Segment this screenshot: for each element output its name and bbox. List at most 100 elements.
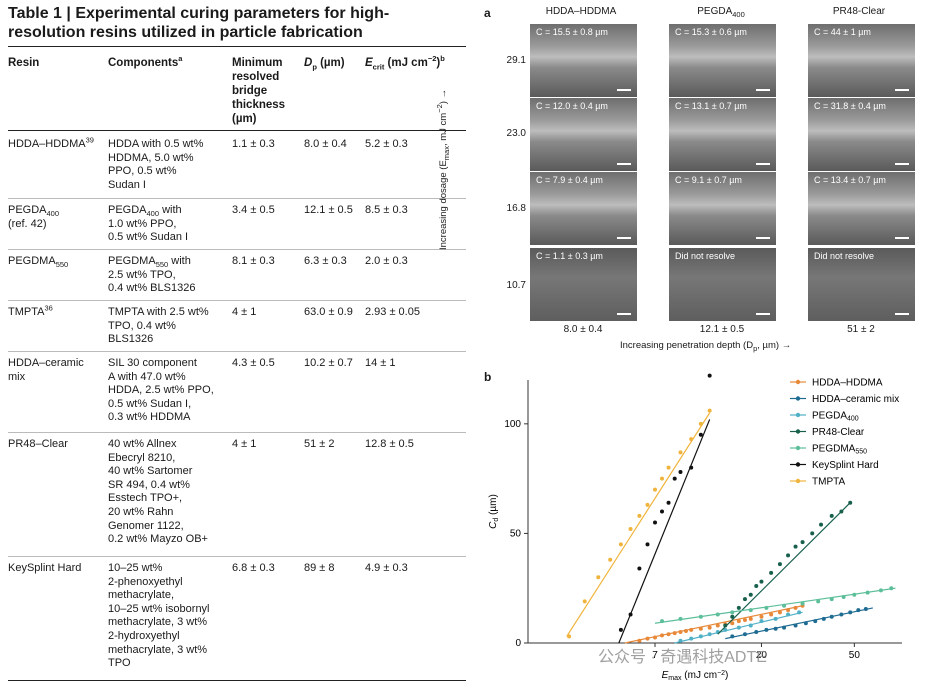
panel-a-x-axis-title: Increasing penetration depth (Dp, µm) → bbox=[620, 340, 792, 353]
dose-tick: 29.1 bbox=[506, 55, 526, 66]
micrograph: C = 7.9 ± 0.4 µm bbox=[530, 172, 637, 245]
data-point bbox=[865, 590, 870, 595]
row6-components: 40 wt% Allnex Ebecryl 8210, 40 wt% Sarto… bbox=[108, 438, 208, 546]
data-point bbox=[689, 627, 694, 632]
data-point bbox=[618, 542, 623, 547]
data-point bbox=[748, 592, 753, 597]
micrograph: C = 13.4 ± 0.7 µm bbox=[808, 172, 915, 245]
data-point bbox=[666, 632, 671, 637]
data-point bbox=[748, 623, 753, 628]
col-label-pegda: PEGDA400 bbox=[697, 6, 745, 19]
data-point bbox=[730, 621, 735, 626]
data-point bbox=[698, 626, 703, 631]
data-point bbox=[723, 622, 728, 627]
row1-components: HDDA with 0.5 wt% HDDMA, 5.0 wt% PPO, 0.… bbox=[108, 138, 204, 191]
scale-bar bbox=[756, 163, 770, 165]
data-point bbox=[819, 522, 824, 527]
data-point bbox=[821, 616, 826, 621]
col-label-pr48: PR48-Clear bbox=[832, 6, 886, 17]
col-header-components: Componentsa bbox=[108, 54, 183, 69]
legend-marker bbox=[795, 462, 801, 467]
data-point bbox=[829, 614, 834, 619]
data-point bbox=[707, 632, 712, 637]
legend-label: PEGDMA550 bbox=[812, 444, 867, 456]
data-point bbox=[678, 470, 683, 475]
did-not-resolve-label: Did not resolve bbox=[814, 251, 875, 261]
table-title: Table 1 | Experimental curing parameters… bbox=[8, 4, 463, 42]
table-bottom-rule bbox=[8, 680, 466, 681]
panel-a-label: a bbox=[484, 6, 491, 20]
scale-bar bbox=[617, 237, 631, 239]
row1-dp: 8.0 ± 0.4 bbox=[304, 138, 347, 150]
data-point bbox=[786, 612, 791, 617]
data-point bbox=[683, 628, 688, 633]
row7-bridge: 6.8 ± 0.3 bbox=[232, 562, 275, 574]
legend-marker bbox=[795, 412, 801, 418]
cd-label: C = 7.9 ± 0.4 µm bbox=[536, 175, 603, 185]
row3-components: PEGDMA550 with 2.5 wt% TPO, 0.4 wt% BLS1… bbox=[108, 255, 196, 295]
data-point bbox=[793, 605, 798, 610]
fit-line bbox=[717, 502, 851, 635]
data-point bbox=[730, 610, 735, 615]
data-point bbox=[637, 566, 642, 571]
cd-label: C = 44 ± 1 µm bbox=[814, 27, 871, 37]
dose-tick: 16.8 bbox=[506, 203, 526, 214]
data-point bbox=[689, 636, 694, 641]
data-point bbox=[759, 614, 764, 619]
row-divider bbox=[8, 300, 466, 301]
y-tick-label: 0 bbox=[515, 638, 521, 649]
y-tick-label: 50 bbox=[510, 528, 522, 539]
data-point bbox=[715, 623, 720, 628]
row6-bridge: 4 ± 1 bbox=[232, 438, 257, 450]
data-point bbox=[666, 500, 671, 505]
row6-dp: 51 ± 2 bbox=[304, 438, 335, 450]
row7-components: 10–25 wt% 2-phenoxyethyl methacrylate, 1… bbox=[108, 562, 210, 670]
cd-label: C = 15.3 ± 0.6 µm bbox=[675, 27, 747, 37]
cd-label: C = 13.4 ± 0.7 µm bbox=[814, 175, 886, 185]
legend-label: HDDA–ceramic mix bbox=[812, 394, 899, 405]
data-point bbox=[653, 635, 658, 640]
data-point bbox=[800, 601, 805, 606]
row1-resin: HDDA–HDDMA39 bbox=[8, 135, 94, 150]
legend-marker bbox=[795, 429, 801, 434]
data-point bbox=[723, 623, 728, 628]
row4-bridge: 4 ± 1 bbox=[232, 306, 257, 318]
row-divider bbox=[8, 432, 466, 433]
header-bottom-rule bbox=[8, 130, 466, 131]
data-point bbox=[645, 636, 650, 641]
micrograph: Did not resolve bbox=[808, 248, 915, 321]
dp-value: 51 ± 2 bbox=[847, 324, 875, 335]
data-point bbox=[810, 531, 815, 536]
row3-bridge: 8.1 ± 0.3 bbox=[232, 255, 275, 267]
micrograph: C = 12.0 ± 0.4 µm bbox=[530, 98, 637, 171]
table-caption: Experimental curing parameters for high-… bbox=[8, 5, 390, 41]
data-point bbox=[628, 527, 633, 532]
data-point bbox=[839, 509, 844, 514]
data-point bbox=[707, 625, 712, 630]
row6-resin: PR48–Clear bbox=[8, 438, 68, 450]
data-point bbox=[813, 619, 818, 624]
data-point bbox=[689, 437, 694, 442]
data-point bbox=[852, 592, 857, 597]
row-divider bbox=[8, 198, 466, 199]
legend-label: KeySplint Hard bbox=[812, 460, 879, 471]
data-point bbox=[618, 627, 623, 632]
row2-resin: PEGDA400 (ref. 42) bbox=[8, 204, 60, 230]
x-axis-label: Emax (mJ cm−2) bbox=[662, 670, 729, 682]
data-point bbox=[653, 487, 658, 492]
row7-dp: 89 ± 8 bbox=[304, 562, 335, 574]
data-point bbox=[754, 584, 759, 589]
legend-marker bbox=[795, 379, 801, 385]
data-point bbox=[660, 633, 665, 638]
data-point bbox=[672, 476, 677, 481]
micrograph: C = 15.3 ± 0.6 µm bbox=[669, 24, 776, 97]
row4-resin: TMPTA36 bbox=[8, 303, 53, 318]
data-point bbox=[816, 599, 821, 604]
cd-label: C = 1.1 ± 0.3 µm bbox=[536, 251, 603, 261]
data-point bbox=[782, 603, 787, 608]
panel-b-label: b bbox=[484, 370, 492, 384]
data-point bbox=[748, 608, 753, 613]
data-point bbox=[645, 502, 650, 507]
col-label-hdda: HDDA–HDDMA bbox=[545, 6, 617, 17]
data-point bbox=[596, 575, 601, 580]
